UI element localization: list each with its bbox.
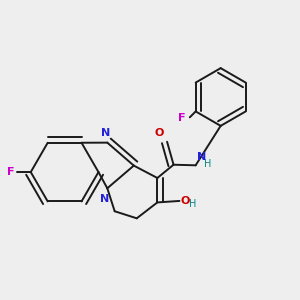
Text: H: H — [205, 159, 212, 170]
Text: O: O — [154, 128, 164, 138]
Text: N: N — [100, 194, 109, 204]
Text: O: O — [180, 196, 189, 206]
Text: F: F — [7, 167, 15, 177]
Text: F: F — [178, 113, 186, 123]
Text: H: H — [189, 200, 196, 209]
Text: N: N — [196, 152, 206, 162]
Text: N: N — [101, 128, 110, 138]
